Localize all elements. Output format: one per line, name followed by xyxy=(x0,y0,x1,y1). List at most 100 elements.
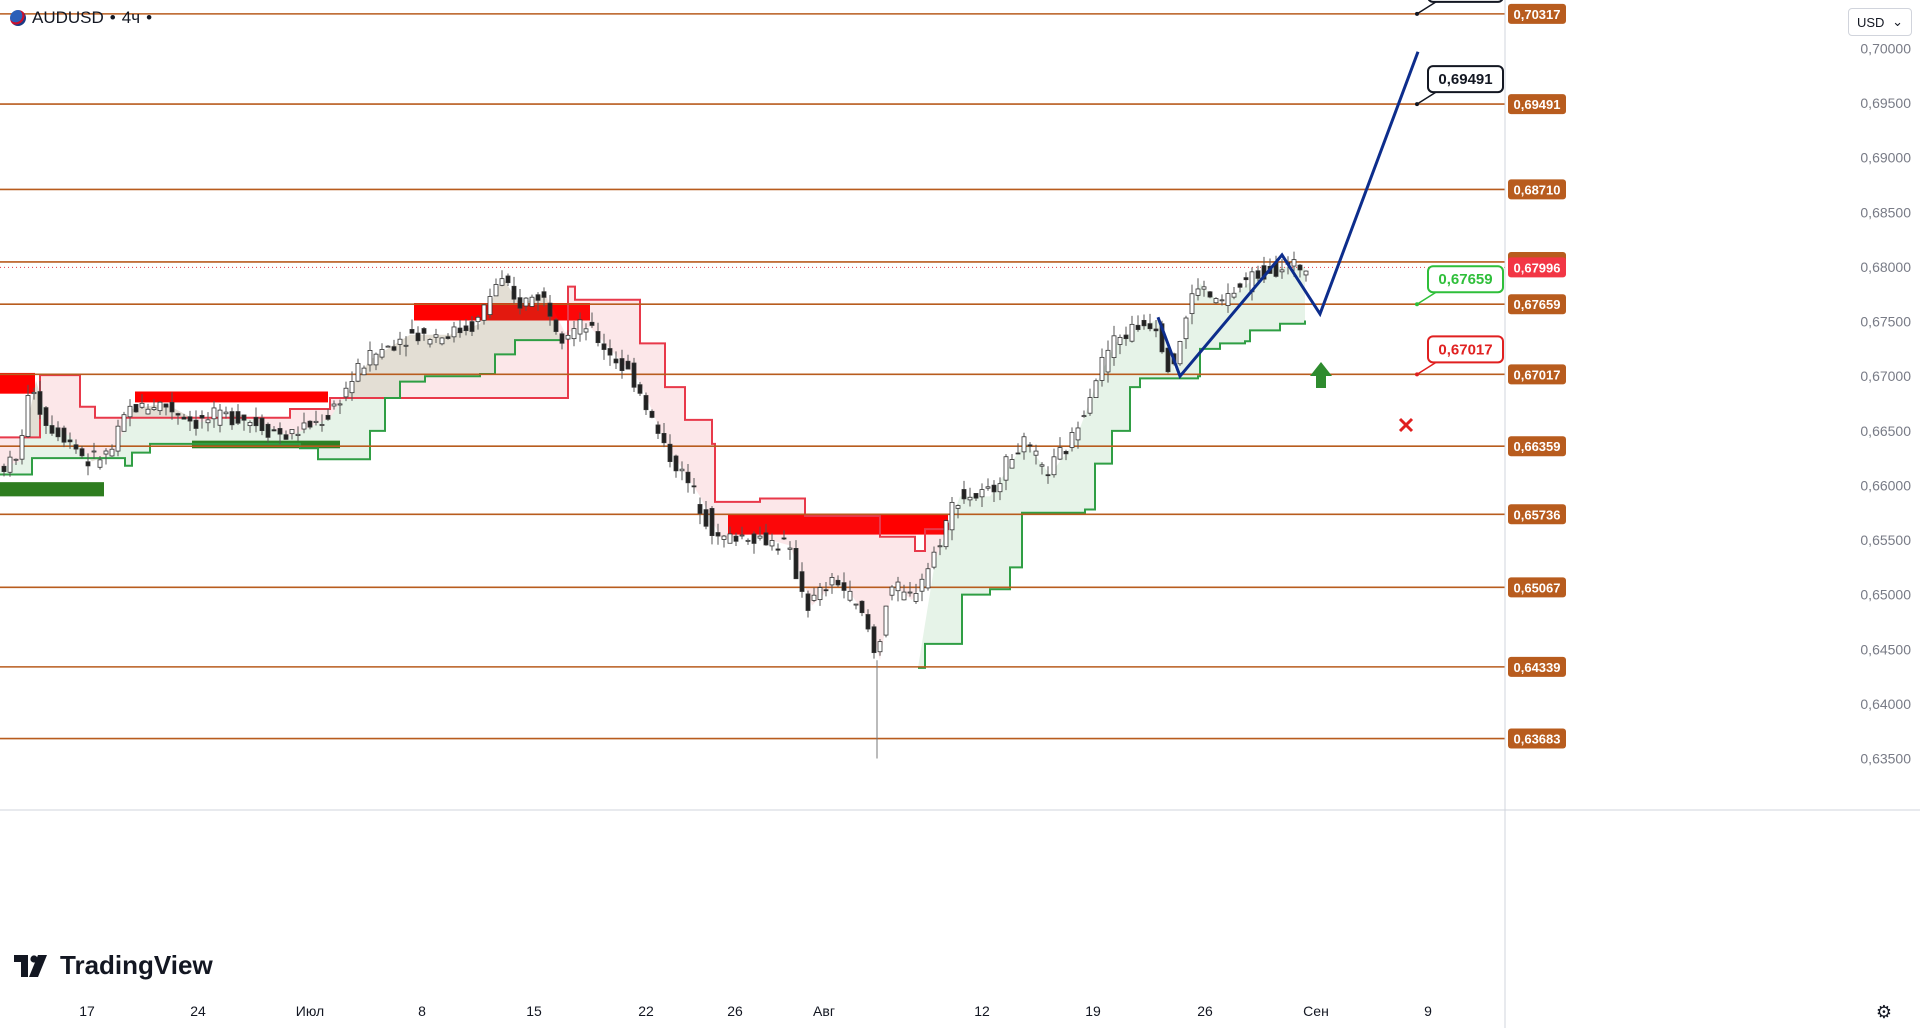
time-tick-label: Авг xyxy=(813,1003,835,1019)
candle-body xyxy=(919,578,925,592)
candle-body xyxy=(721,535,727,540)
candle-body xyxy=(13,458,19,461)
candle-body xyxy=(385,345,391,348)
tradingview-logo-icon xyxy=(14,954,47,977)
candle-body xyxy=(367,350,373,366)
candle-body xyxy=(559,333,565,344)
callout-box[interactable] xyxy=(1427,335,1504,364)
candle-body xyxy=(229,411,235,426)
candle-body xyxy=(1027,444,1033,447)
candle-body xyxy=(169,401,175,413)
candle-body xyxy=(877,641,883,653)
callout-box[interactable] xyxy=(1427,0,1504,3)
candle-body xyxy=(1189,293,1195,315)
candle-body xyxy=(313,420,319,423)
callout-anchor xyxy=(1415,302,1419,307)
candle-body xyxy=(337,403,343,406)
candle-body xyxy=(637,384,643,394)
candle-body xyxy=(955,505,961,509)
candle-body xyxy=(151,407,157,410)
level-price-tag xyxy=(1508,294,1566,315)
price-tick-label: 0,69500 xyxy=(1860,95,1911,111)
level-price-label: 0,66359 xyxy=(1514,439,1561,454)
candle-body xyxy=(331,403,337,407)
candle-body xyxy=(847,590,853,601)
callout-box[interactable] xyxy=(1427,265,1504,294)
settings-gear-icon[interactable]: ⚙ xyxy=(1875,1001,1893,1022)
candle-body xyxy=(433,334,439,338)
time-tick-label: 8 xyxy=(418,1003,426,1019)
candle-body xyxy=(757,535,763,539)
price-tick-label: 0,69000 xyxy=(1860,150,1911,166)
time-tick-label: 15 xyxy=(526,1003,542,1019)
candle-body xyxy=(595,331,601,344)
candle-body xyxy=(835,579,841,586)
candle-body xyxy=(181,416,187,420)
candle-body xyxy=(379,349,385,358)
candle-body xyxy=(805,593,811,611)
callout-label: 0,67659 xyxy=(1438,271,1492,288)
candle-body xyxy=(781,537,787,540)
candle-body xyxy=(859,600,865,614)
candle-body xyxy=(7,456,13,473)
candle-body xyxy=(829,577,835,586)
candle-body xyxy=(85,461,91,467)
candle-body xyxy=(547,302,553,317)
chevron-down-icon: ⌄ xyxy=(1892,14,1903,29)
candle-body xyxy=(343,387,349,398)
candle-body xyxy=(445,336,451,339)
candle-body xyxy=(205,419,211,424)
tradingview-logo: TradingView xyxy=(14,950,213,981)
candle-body xyxy=(1297,264,1303,271)
candle-body xyxy=(487,296,493,315)
candle-body xyxy=(475,316,481,323)
candle-body xyxy=(973,493,979,499)
candle-body xyxy=(511,285,517,300)
candle-body xyxy=(55,427,61,438)
candle-body xyxy=(49,425,55,434)
candle-body xyxy=(1009,459,1015,469)
candle-body xyxy=(793,548,799,580)
candle-body xyxy=(1237,283,1243,288)
candle-body xyxy=(1105,349,1111,373)
candle-body xyxy=(277,428,283,435)
currency-label: USD xyxy=(1857,14,1885,30)
candle-body xyxy=(421,328,427,334)
symbol-header[interactable]: AUDUSD • 4ч • xyxy=(10,8,152,28)
candle-body xyxy=(931,551,937,568)
level-price-label: 0,69491 xyxy=(1514,97,1561,112)
candle-body xyxy=(1015,452,1021,455)
level-price-label: 0,70317 xyxy=(1514,7,1561,22)
price-tick-label: 0,68500 xyxy=(1860,204,1911,220)
callout-pointer xyxy=(1416,91,1437,105)
candle-body xyxy=(685,471,691,484)
candle-body xyxy=(565,334,571,340)
candle-body xyxy=(1111,335,1117,359)
candle-body xyxy=(661,433,667,444)
candle-body xyxy=(631,362,637,388)
candle-body xyxy=(175,413,181,416)
time-tick-label: 26 xyxy=(727,1003,743,1019)
callout-box[interactable] xyxy=(1427,65,1504,94)
level-price-label: 0,67017 xyxy=(1514,367,1561,382)
candle-body xyxy=(43,407,49,426)
level-price-tag xyxy=(1508,436,1566,457)
candle-body xyxy=(1243,277,1249,281)
candle-body xyxy=(115,425,121,452)
candle-body xyxy=(949,501,955,531)
candle-body xyxy=(1201,286,1207,290)
level-price-tag xyxy=(1508,728,1566,749)
currency-button[interactable]: USD ⌄ xyxy=(1848,8,1912,36)
candle-body xyxy=(403,344,409,347)
candle-body xyxy=(643,395,649,411)
candle-body xyxy=(937,545,943,548)
candle-body xyxy=(871,626,877,654)
candle-body xyxy=(37,391,43,415)
price-tick-label: 0,65000 xyxy=(1860,587,1911,603)
candle-body xyxy=(211,407,217,420)
candle-body xyxy=(1147,323,1153,330)
candle-body xyxy=(1255,270,1261,279)
candle-body xyxy=(763,532,769,546)
time-tick-label: 26 xyxy=(1197,1003,1213,1019)
